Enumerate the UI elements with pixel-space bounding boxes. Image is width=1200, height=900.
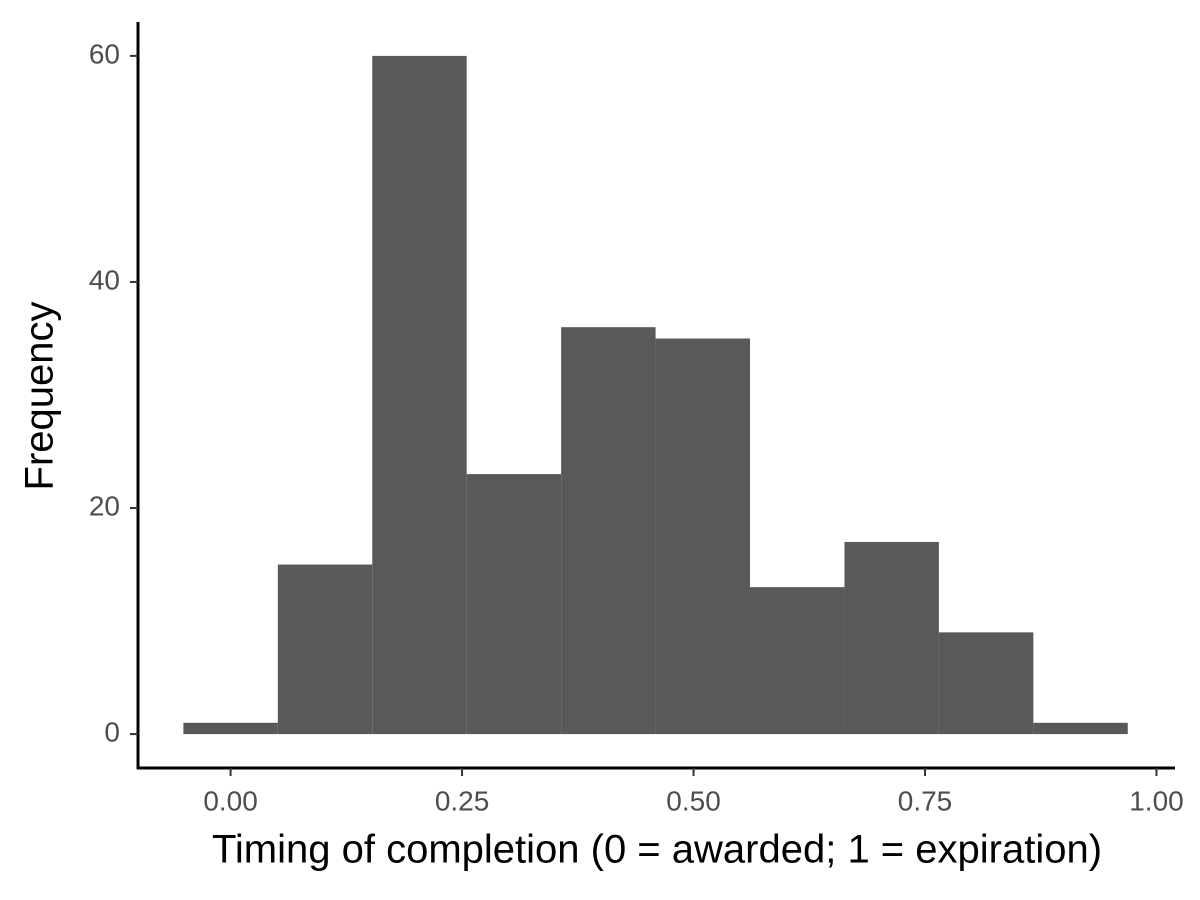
- bar: [1033, 722, 1128, 735]
- y-axis-title: Frequency: [18, 302, 62, 491]
- x-tick-label: 1.00: [1129, 785, 1184, 816]
- x-tick-label: 0.00: [203, 785, 258, 816]
- x-tick-label: 0.50: [666, 785, 721, 816]
- bar: [466, 474, 562, 735]
- bar: [277, 564, 373, 735]
- y-tick-label: 20: [89, 490, 120, 521]
- bar: [844, 541, 939, 735]
- bar: [372, 55, 467, 735]
- y-tick-label: 60: [89, 38, 120, 69]
- y-tick-label: 0: [104, 716, 120, 747]
- bar: [938, 632, 1034, 735]
- x-tick-label: 0.75: [898, 785, 953, 816]
- bar: [655, 338, 751, 735]
- x-axis-title: Timing of completion (0 = awarded; 1 = e…: [212, 828, 1102, 872]
- bar: [183, 722, 278, 735]
- y-tick-label: 40: [89, 264, 120, 295]
- x-tick-label: 0.25: [435, 785, 490, 816]
- bar: [750, 587, 845, 735]
- bar: [561, 327, 656, 735]
